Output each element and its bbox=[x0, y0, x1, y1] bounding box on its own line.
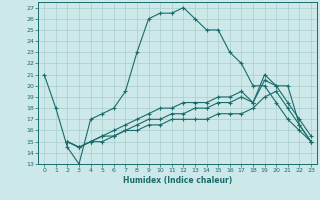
X-axis label: Humidex (Indice chaleur): Humidex (Indice chaleur) bbox=[123, 176, 232, 185]
